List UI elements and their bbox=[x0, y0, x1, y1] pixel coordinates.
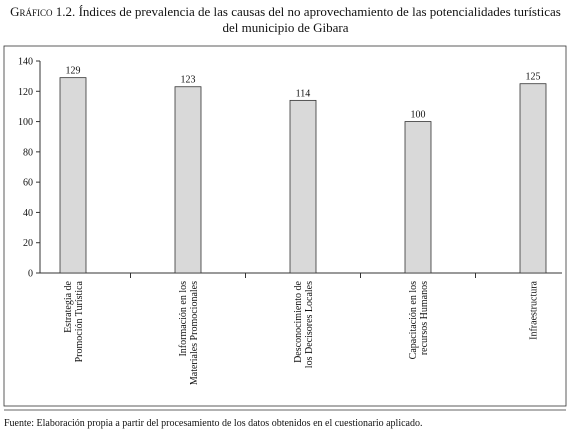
x-tick-line: Desconocimiento de bbox=[293, 280, 304, 362]
x-tick-line: Capacitación en los bbox=[408, 281, 419, 359]
y-tick-label: 100 bbox=[18, 117, 33, 128]
bar bbox=[404, 121, 432, 274]
source-note: Fuente: Elaboración propia a partir del … bbox=[4, 418, 423, 429]
x-tick-label: Información en losMateriales Promocional… bbox=[178, 281, 200, 385]
y-tick-label: 140 bbox=[18, 57, 33, 68]
y-tick-label: 0 bbox=[28, 269, 33, 280]
bar bbox=[174, 86, 202, 274]
value-label: 125 bbox=[526, 72, 541, 83]
x-tick-line: Información en los bbox=[178, 281, 189, 357]
x-tick-line: Promoción Turística bbox=[74, 280, 85, 362]
value-label: 114 bbox=[296, 88, 311, 99]
x-tick-label: Capacitación en losrecursos Humanos bbox=[408, 281, 430, 359]
title-label: Gráfico 1.2. bbox=[10, 4, 76, 19]
y-tick-label: 120 bbox=[18, 87, 33, 98]
bar bbox=[59, 77, 87, 274]
y-tick-label: 80 bbox=[23, 147, 33, 158]
x-tick-line: Materiales Promocionales bbox=[189, 281, 200, 385]
x-tick-line: Infraestructura bbox=[529, 280, 540, 339]
y-tick-label: 60 bbox=[23, 178, 33, 189]
x-tick-line: Estrategia de bbox=[63, 280, 74, 332]
frame bbox=[3, 45, 567, 407]
x-tick-label: Desconocimiento delos Decisores Locales bbox=[293, 280, 315, 368]
chart-title: Gráfico 1.2. Índices de prevalencia de l… bbox=[10, 4, 561, 36]
y-tick-label: 20 bbox=[23, 238, 33, 249]
x-tick-label: Estrategia dePromoción Turística bbox=[63, 280, 85, 362]
x-tick-label: Infraestructura bbox=[529, 280, 540, 339]
bar bbox=[519, 83, 547, 274]
y-tick-label: 40 bbox=[23, 208, 33, 219]
value-label: 100 bbox=[411, 110, 426, 121]
title-text: Índices de prevalencia de las causas del… bbox=[78, 4, 561, 35]
value-label: 129 bbox=[66, 66, 81, 77]
value-label: 123 bbox=[181, 75, 196, 86]
x-tick-line: los Decisores Locales bbox=[304, 281, 315, 368]
x-tick-line: recursos Humanos bbox=[419, 281, 430, 355]
bar bbox=[289, 99, 317, 274]
